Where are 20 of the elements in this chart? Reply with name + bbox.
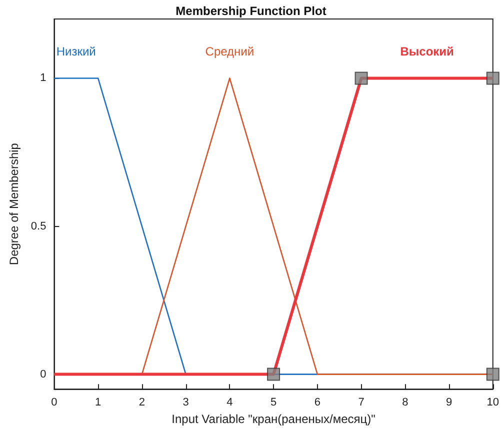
x-tick-label: 9 [446, 396, 452, 409]
x-tick-label: 1 [95, 396, 102, 409]
x-tick-label: 8 [402, 396, 408, 409]
x-axis-title: Input Variable "кран(раненых/месяц)" [172, 412, 376, 426]
x-tick-label: 2 [138, 396, 145, 409]
y-tick-label: 0 [40, 368, 46, 380]
text: Средний [205, 44, 254, 59]
x-tick-label: 4 [226, 396, 233, 409]
y-axis-title: Degree of Membership [7, 142, 21, 266]
chart-title: Membership Function Plot [176, 4, 326, 18]
x-tick-label: 6 [314, 396, 320, 409]
series-label: Высокий [400, 44, 454, 59]
series-label: Низкий [56, 44, 96, 59]
x-tick-label: 3 [182, 396, 189, 409]
x-tick-label: 0 [51, 396, 58, 409]
x-tick-label: 10 [486, 396, 500, 409]
x-tick-label: 7 [358, 396, 364, 409]
y-tick-label: 1 [40, 72, 46, 84]
x-tick-label: 5 [270, 396, 277, 409]
y-tick-label: 0.5 [30, 220, 46, 232]
